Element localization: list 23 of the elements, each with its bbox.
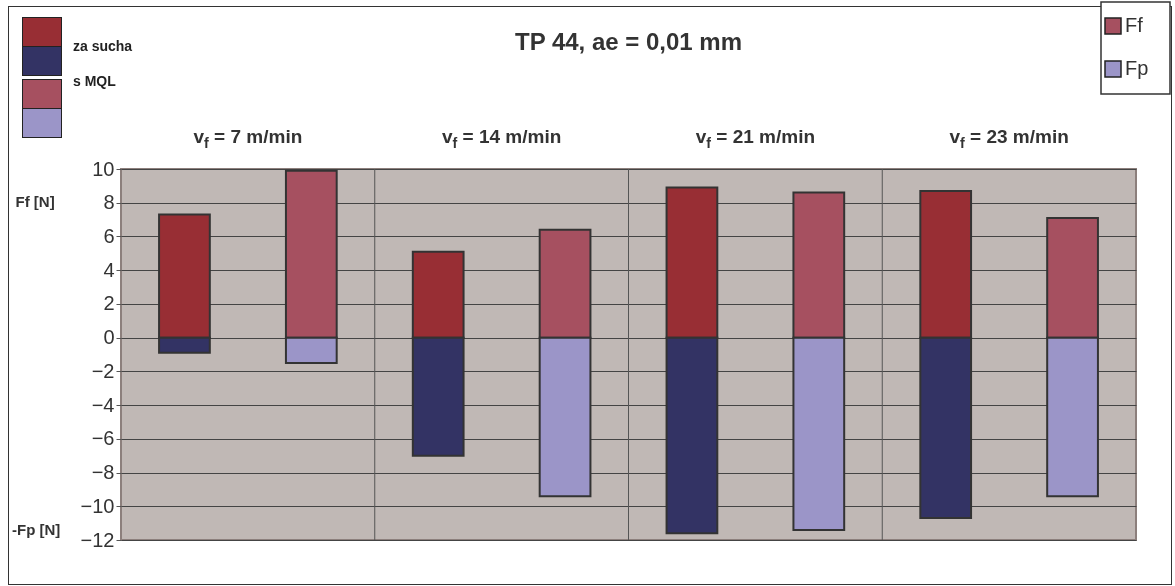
legend-label: Ff [1125,14,1144,36]
y-tick-label: 0 [103,326,115,349]
legend-label: Fp [1125,57,1149,79]
text: v$_{f}$ = 21 m/min [695,126,816,151]
y-axis-title: Ff [N] [15,192,55,210]
y-tick-label: 6 [103,224,115,247]
text: za sucha [73,38,133,54]
y-tick-label: −6 [91,427,115,450]
y-tick-label: 8 [103,191,115,214]
y-tick-label: −4 [91,393,115,416]
y-tick-label: −12 [80,528,115,551]
y-tick-label: 4 [103,258,115,281]
text: v$_{f}$ = 23 m/min [949,126,1069,151]
y-tick-label: −8 [91,461,115,484]
text: -Fp [N] [12,521,61,538]
y-tick-label: −10 [80,494,115,517]
y-tick-label: −2 [91,359,115,382]
y-tick-label: 10 [92,157,115,180]
text: v$_{f}$ = 7 m/min [193,126,303,151]
chart-title: TP 44, ae = 0,01 mm [514,28,743,56]
y-tick-label: 2 [103,292,115,315]
text: s MQL [73,73,116,89]
text: v$_{f}$ = 14 m/min [441,126,562,151]
